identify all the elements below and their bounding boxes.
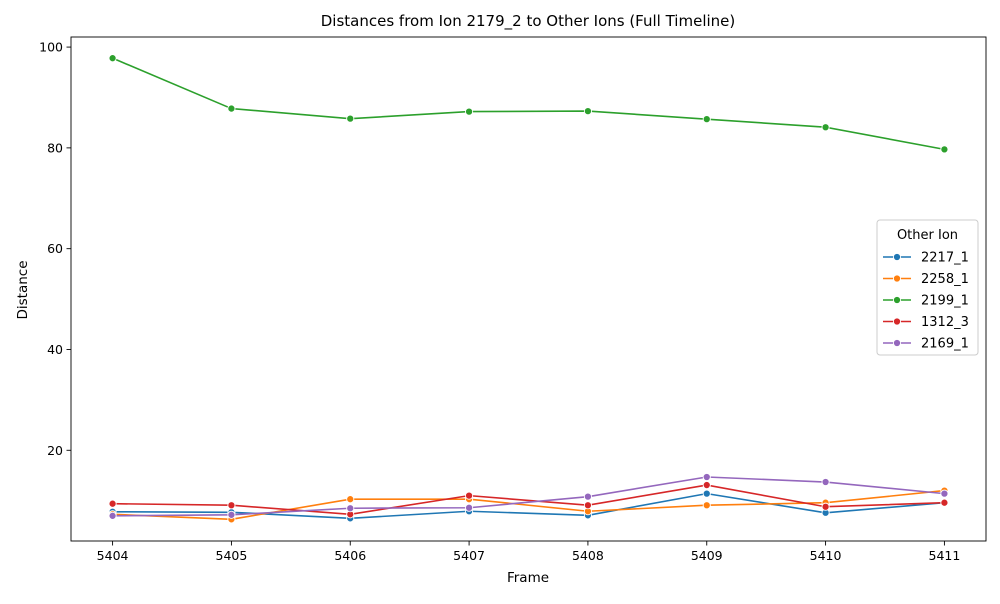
legend-marker	[892, 274, 902, 283]
data-point	[346, 495, 355, 504]
x-axis-label: Frame	[507, 570, 549, 586]
series-line-1312_3	[111, 484, 946, 516]
data-point	[227, 510, 236, 519]
data-point	[940, 145, 949, 154]
data-point	[346, 504, 355, 513]
legend-entry-2217_1: 2217_1	[883, 251, 969, 266]
data-point	[702, 481, 711, 490]
data-point	[108, 499, 117, 508]
legend-marker	[892, 317, 902, 326]
data-point	[465, 107, 474, 116]
data-point	[821, 502, 830, 511]
legend-marker	[892, 252, 902, 262]
series-line-2169_1	[111, 476, 946, 517]
chart-title: Distances from Ion 2179_2 to Other Ions …	[321, 12, 736, 31]
x-tick-label: 5407	[453, 548, 485, 563]
legend-entry-2199_1: 2199_1	[883, 294, 969, 309]
data-point	[346, 114, 355, 123]
x-tick-label: 5410	[810, 548, 842, 563]
series-line-2199_1	[111, 57, 946, 151]
data-point	[465, 503, 474, 512]
data-point	[583, 501, 592, 510]
legend-marker	[892, 295, 902, 305]
data-point	[821, 477, 830, 487]
x-tick-label: 5411	[929, 548, 961, 563]
x-tick-label: 5409	[691, 548, 723, 563]
y-tick-label: 60	[47, 241, 63, 256]
data-point	[940, 498, 949, 507]
legend-marker	[892, 338, 902, 348]
data-point	[227, 501, 236, 510]
x-tick-label: 5405	[216, 548, 248, 563]
y-tick-label: 80	[47, 140, 63, 155]
data-point	[108, 54, 117, 63]
data-point	[940, 489, 949, 498]
legend-entry-2258_1: 2258_1	[883, 272, 969, 287]
x-tick-label: 5406	[334, 548, 366, 563]
legend-label: 2169_1	[921, 337, 969, 352]
x-tick-label: 5408	[572, 548, 604, 563]
data-point	[702, 489, 711, 498]
series-1312_3	[108, 481, 949, 519]
y-tick-label: 20	[47, 443, 63, 458]
legend-label: 2258_1	[921, 272, 969, 287]
legend-entry-1312_3: 1312_3	[883, 315, 969, 330]
data-point	[465, 491, 474, 500]
legend: Other Ion 2217_1 2258_1 2199_1 1312_3 2169_1	[876, 219, 979, 356]
data-point	[702, 472, 711, 482]
axes: 5404 5405 5406 5407 5408 5409 5410 5411 20 40 60 80…	[39, 36, 987, 563]
series-2169_1	[108, 472, 949, 520]
data-point	[227, 104, 236, 113]
axes-frame	[70, 36, 987, 542]
plot-area	[108, 54, 949, 524]
legend-label: 1312_3	[921, 315, 969, 330]
data-point	[583, 107, 592, 116]
y-axis-label: Distance	[15, 260, 31, 319]
data-point	[108, 511, 117, 520]
x-tick-label: 5404	[97, 548, 129, 563]
legend-label: 2217_1	[921, 251, 969, 266]
data-point	[702, 501, 711, 510]
y-tick-label: 40	[47, 342, 63, 357]
legend-entry-2169_1: 2169_1	[883, 337, 969, 352]
y-tick-label: 100	[39, 40, 63, 55]
data-point	[583, 492, 592, 501]
legend-label: 2199_1	[921, 294, 969, 309]
series-2199_1	[108, 54, 949, 154]
legend-title: Other Ion	[897, 228, 958, 243]
data-point	[702, 115, 711, 124]
data-point	[821, 123, 830, 132]
